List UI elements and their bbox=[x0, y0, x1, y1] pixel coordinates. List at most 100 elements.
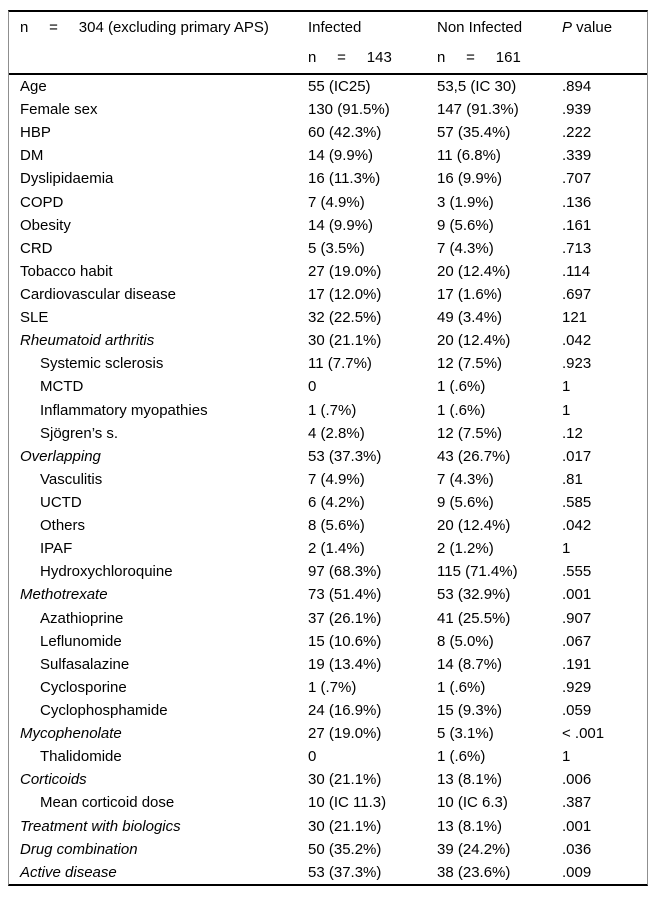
row-non-infected-value: 41 (25.5%) bbox=[437, 609, 511, 627]
row-p-value: .059 bbox=[562, 701, 592, 719]
row-infected-value: 17 (12.0%) bbox=[308, 285, 382, 303]
row-p-value: .387 bbox=[562, 794, 592, 812]
row-non-infected-value: 115 (71.4%) bbox=[437, 563, 518, 581]
table-row: Mycophenolate 27 (19.0%) 5 (3.1%) < .001 bbox=[9, 722, 647, 745]
row-label: Thalidomide bbox=[40, 748, 122, 766]
row-variable-cell: Corticoids bbox=[9, 768, 308, 791]
row-non-infected-value: 13 (8.1%) bbox=[437, 771, 503, 789]
table-row: Corticoids 30 (21.1%) 13 (8.1%) .006 bbox=[9, 768, 647, 791]
row-non-infected-value: 17 (1.6%) bbox=[437, 285, 503, 303]
row-p-value: < .001 bbox=[562, 725, 605, 743]
row-variable-cell: Overlapping bbox=[9, 445, 308, 468]
row-infected-value: 16 (11.3%) bbox=[308, 170, 381, 188]
table-row: Cardiovascular disease 17 (12.0%) 17 (1.… bbox=[9, 283, 647, 306]
row-non-infected-value: 9 (5.6%) bbox=[437, 216, 494, 234]
row-p-value: .939 bbox=[562, 101, 592, 119]
table-row: Others 8 (5.6%) 20 (12.4%) .042 bbox=[9, 514, 647, 537]
row-non-infected-value: 8 (5.0%) bbox=[437, 632, 494, 650]
row-label: Mean corticoid dose bbox=[40, 794, 175, 812]
table-row: Tobacco habit 27 (19.0%) 20 (12.4%) .114 bbox=[9, 260, 647, 283]
row-variable-cell: Methotrexate bbox=[9, 583, 308, 606]
row-infected-value: 27 (19.0%) bbox=[308, 725, 382, 743]
row-infected-value: 53 (37.3%) bbox=[308, 447, 382, 465]
table-row: Female sex 130 (91.5%) 147 (91.3%) .939 bbox=[9, 98, 647, 121]
row-label: Hydroxychloroquine bbox=[40, 563, 173, 581]
row-p-value: 1 bbox=[562, 378, 571, 396]
row-variable-cell: Inflammatory myopathies bbox=[9, 399, 308, 422]
row-variable-cell: DM bbox=[9, 144, 308, 167]
table-row: Methotrexate 73 (51.4%) 53 (32.9%) .001 bbox=[9, 583, 647, 606]
row-infected-value: 0 bbox=[308, 748, 317, 766]
header-infected-n: n = 143 bbox=[308, 49, 392, 66]
row-variable-cell: Azathioprine bbox=[9, 607, 308, 630]
row-infected-value: 14 (9.9%) bbox=[308, 147, 374, 165]
table-row: Hydroxychloroquine 97 (68.3%) 115 (71.4%… bbox=[9, 560, 647, 583]
row-variable-cell: HBP bbox=[9, 121, 308, 144]
row-p-value: .12 bbox=[562, 424, 583, 442]
row-non-infected-value: 14 (8.7%) bbox=[437, 655, 503, 673]
table-row: SLE 32 (22.5%) 49 (3.4%) 121 bbox=[9, 306, 647, 329]
row-label: Others bbox=[40, 517, 86, 535]
table-row: Obesity 14 (9.9%) 9 (5.6%) .161 bbox=[9, 214, 647, 237]
row-p-value: .929 bbox=[562, 678, 592, 696]
row-infected-value: 19 (13.4%) bbox=[308, 655, 382, 673]
row-non-infected-value: 20 (12.4%) bbox=[437, 517, 511, 535]
row-variable-cell: Sulfasalazine bbox=[9, 653, 308, 676]
header-p-value: P value bbox=[562, 13, 647, 43]
table-body: Age 55 (IC25) 53,5 (IC 30) .894 Female s… bbox=[9, 75, 647, 884]
row-non-infected-value: 20 (12.4%) bbox=[437, 262, 511, 280]
row-p-value: .585 bbox=[562, 493, 592, 511]
row-infected-value: 7 (4.9%) bbox=[308, 193, 365, 211]
table-row: CRD 5 (3.5%) 7 (4.3%) .713 bbox=[9, 237, 647, 260]
table-row: Systemic sclerosis 11 (7.7%) 12 (7.5%) .… bbox=[9, 352, 647, 375]
row-infected-value: 50 (35.2%) bbox=[308, 840, 382, 858]
row-infected-value: 30 (21.1%) bbox=[308, 332, 382, 350]
row-variable-cell: COPD bbox=[9, 191, 308, 214]
row-p-value: .006 bbox=[562, 771, 592, 789]
row-infected-value: 2 (1.4%) bbox=[308, 540, 365, 558]
row-p-value: .191 bbox=[562, 655, 592, 673]
row-p-value: .713 bbox=[562, 239, 592, 257]
row-p-value: .222 bbox=[562, 124, 592, 142]
row-non-infected-value: 5 (3.1%) bbox=[437, 725, 494, 743]
row-p-value: .907 bbox=[562, 609, 592, 627]
header-non-infected: Non Infected bbox=[437, 19, 523, 36]
table-row: Age 55 (IC25) 53,5 (IC 30) .894 bbox=[9, 75, 647, 98]
row-p-value: .555 bbox=[562, 563, 592, 581]
row-non-infected-value: 7 (4.3%) bbox=[437, 239, 494, 257]
row-label: SLE bbox=[20, 309, 49, 327]
row-non-infected-value: 13 (8.1%) bbox=[437, 817, 503, 835]
row-label: Rheumatoid arthritis bbox=[20, 332, 155, 350]
row-variable-cell: Thalidomide bbox=[9, 745, 308, 768]
header-population: n = 304 (excluding primary APS) bbox=[20, 19, 269, 36]
row-p-value: .067 bbox=[562, 632, 592, 650]
row-p-value: .042 bbox=[562, 332, 592, 350]
row-variable-cell: Others bbox=[9, 514, 308, 537]
table-row: Treatment with biologics 30 (21.1%) 13 (… bbox=[9, 815, 647, 838]
table-row: Leflunomide 15 (10.6%) 8 (5.0%) .067 bbox=[9, 630, 647, 653]
row-infected-value: 5 (3.5%) bbox=[308, 239, 365, 257]
row-non-infected-value: 9 (5.6%) bbox=[437, 493, 494, 511]
row-variable-cell: Sjögren’s s. bbox=[9, 422, 308, 445]
row-p-value: .707 bbox=[562, 170, 592, 188]
row-label: Female sex bbox=[20, 101, 98, 119]
row-infected-value: 11 (7.7%) bbox=[308, 355, 372, 373]
row-p-value: .923 bbox=[562, 355, 592, 373]
row-non-infected-value: 1 (.6%) bbox=[437, 378, 486, 396]
row-label: Leflunomide bbox=[40, 632, 122, 650]
row-label: Cyclosporine bbox=[40, 678, 127, 696]
row-non-infected-value: 1 (.6%) bbox=[437, 678, 486, 696]
row-infected-value: 24 (16.9%) bbox=[308, 701, 382, 719]
row-label: IPAF bbox=[40, 540, 73, 558]
row-non-infected-value: 39 (24.2%) bbox=[437, 840, 511, 858]
row-variable-cell: Mycophenolate bbox=[9, 722, 308, 745]
row-variable-cell: Tobacco habit bbox=[9, 260, 308, 283]
row-label: Treatment with biologics bbox=[20, 817, 181, 835]
row-infected-value: 10 (IC 11.3) bbox=[308, 794, 387, 812]
row-label: Overlapping bbox=[20, 447, 101, 465]
row-label: Corticoids bbox=[20, 771, 87, 789]
row-variable-cell: Obesity bbox=[9, 214, 308, 237]
header-row-2: n = 143 n = 161 bbox=[9, 43, 647, 73]
table-row: Cyclosporine 1 (.7%) 1 (.6%) .929 bbox=[9, 676, 647, 699]
header-p-rest: value bbox=[572, 19, 613, 36]
